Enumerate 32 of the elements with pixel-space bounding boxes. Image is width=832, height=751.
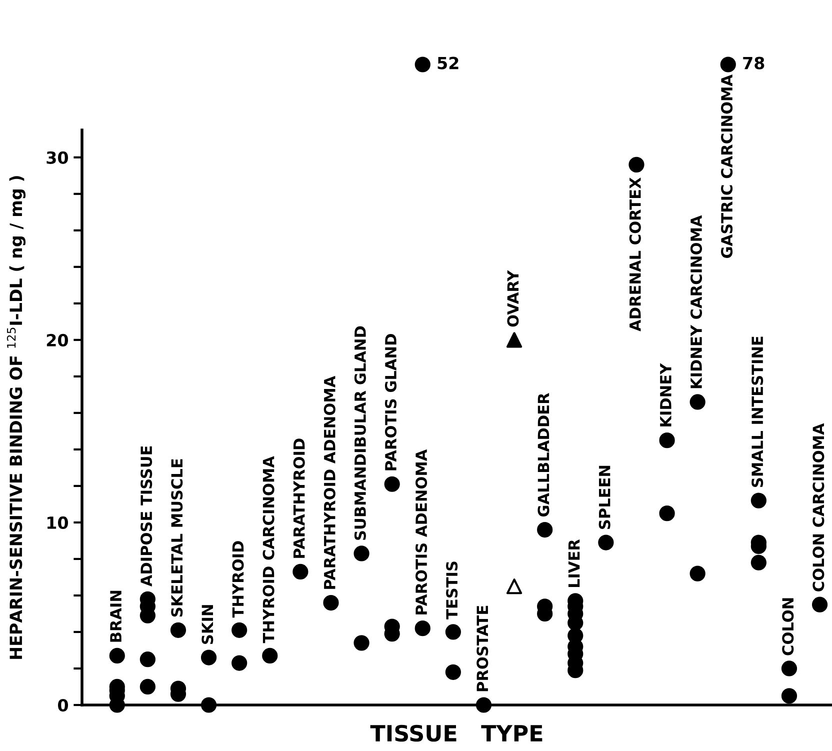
x-tick-label: PARATHYROID ADENOMA: [324, 376, 336, 589]
x-tick-label: KIDNEY CARCINOMA: [690, 215, 702, 388]
x-tick-label: ADRENAL CORTEX: [629, 177, 641, 332]
x-tick-label: LIVER: [568, 539, 580, 588]
x-tick-label: PARATHYROID: [293, 438, 305, 558]
x-tick-label: KIDNEY: [660, 363, 672, 426]
x-tick-label: THYROID CARCINOMA: [262, 456, 274, 644]
x-tick-label: GALLBLADDER: [538, 392, 550, 516]
data-label: 52: [438, 56, 458, 70]
y-axis-title: HEPARIN-SENSITIVE BINDING OF $^{125}$I-LDL ( ng / mg ): [6, 176, 26, 659]
x-tick-label: COLON CARCINOMA: [812, 423, 824, 592]
data-label: 78: [743, 56, 764, 70]
y-tick-label: 0: [58, 698, 68, 712]
x-tick-label: THYROID: [232, 541, 244, 618]
x-tick-label: ADIPOSE TISSUE: [140, 446, 152, 587]
x-tick-label: SPLEEN: [598, 466, 610, 529]
x-tick-label: COLON: [782, 598, 794, 656]
x-tick-label: GASTRIC CARCINOMA: [721, 74, 733, 258]
x-tick-label: TESTIS: [446, 562, 458, 620]
x-tick-label: SKIN: [202, 605, 214, 644]
y-tick-label: 30: [46, 151, 68, 164]
x-tick-label: BRAIN: [110, 590, 122, 642]
x-tick-label: PROSTATE: [476, 606, 488, 692]
y-tick-label: 20: [46, 334, 68, 346]
x-tick-label: OVARY: [507, 270, 519, 327]
x-tick-label: SMALL INTESTINE: [752, 336, 764, 487]
x-tick-label: PAROTIS GLAND: [384, 334, 397, 470]
y-tick-label: 10: [47, 516, 68, 530]
x-tick-label: SUBMANDIBULAR GLAND: [354, 326, 366, 540]
x-tick-label: PAROTIS ADENOMA: [416, 449, 428, 614]
x-axis-title: TISSUE TYPE: [370, 724, 542, 742]
x-tick-label: SKELETAL MUSCLE: [171, 459, 183, 617]
